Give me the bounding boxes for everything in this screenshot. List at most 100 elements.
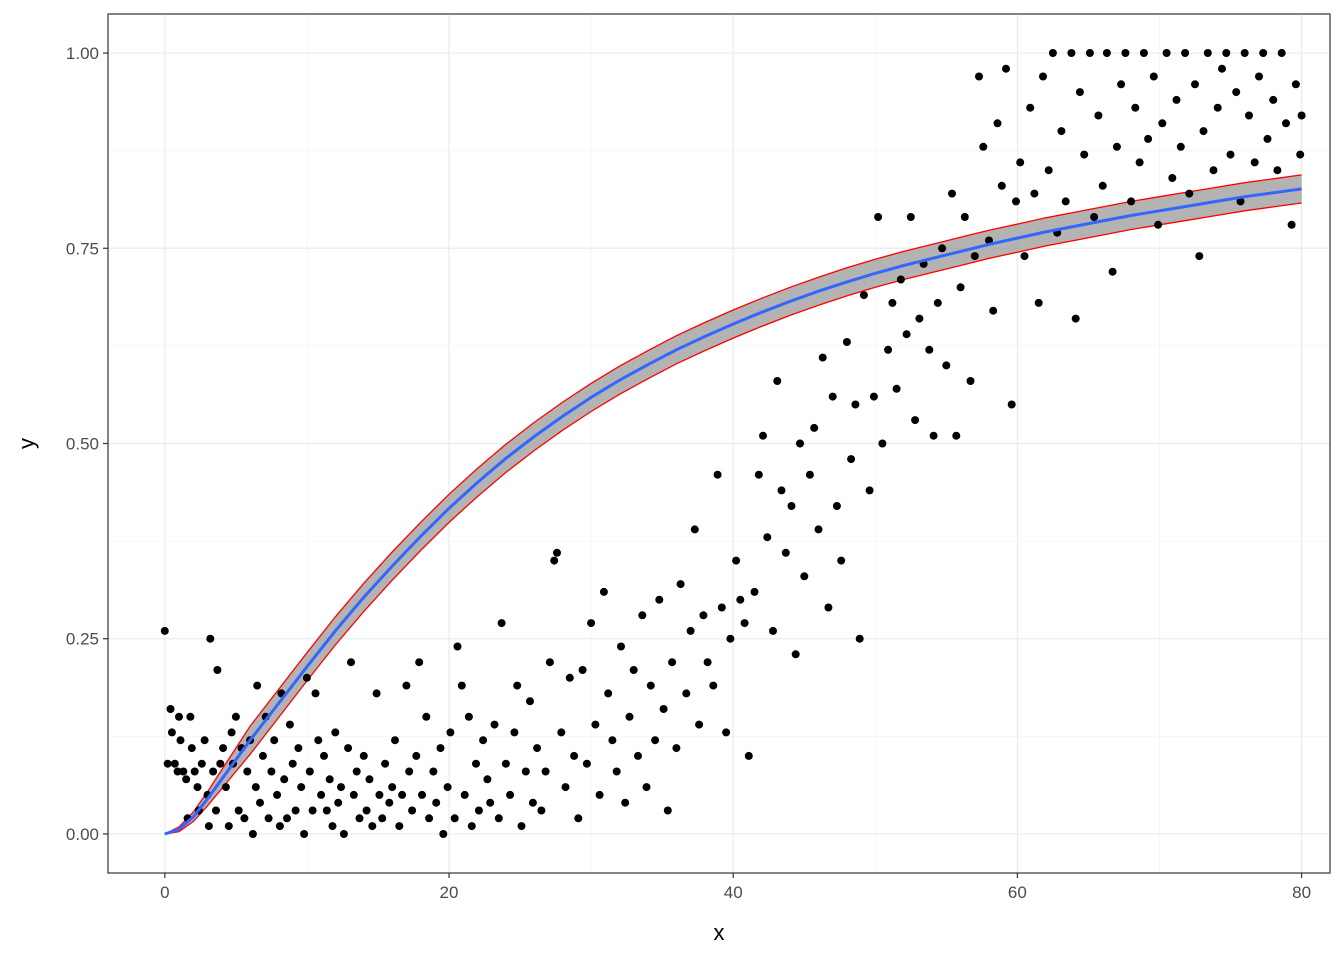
- data-point: [713, 470, 722, 479]
- data-point: [1287, 220, 1296, 229]
- data-point: [915, 314, 924, 323]
- data-point: [1245, 111, 1253, 120]
- data-point: [344, 744, 353, 753]
- data-point: [952, 431, 961, 440]
- data-point: [612, 767, 621, 776]
- x-axis-ticks: 0 20 40 60 80: [160, 873, 1311, 902]
- data-point: [501, 759, 510, 768]
- data-point: [1020, 252, 1029, 261]
- data-point: [206, 634, 215, 643]
- data-point: [270, 736, 279, 745]
- data-point: [781, 548, 790, 557]
- data-point: [975, 72, 983, 81]
- data-point: [621, 798, 630, 807]
- data-point: [604, 689, 613, 698]
- data-point: [294, 744, 303, 753]
- data-point: [582, 759, 591, 768]
- data-point: [1127, 197, 1136, 206]
- data-point: [1144, 134, 1153, 143]
- data-point: [709, 681, 718, 690]
- y-tick-label: 0.50: [66, 435, 99, 454]
- data-point: [888, 298, 897, 307]
- data-point: [814, 525, 823, 534]
- data-point: [1185, 189, 1194, 198]
- data-point: [682, 689, 691, 698]
- data-point: [425, 814, 434, 823]
- data-point: [219, 744, 228, 753]
- data-point: [337, 783, 345, 792]
- data-point: [1269, 95, 1278, 104]
- data-point: [796, 439, 804, 448]
- y-axis-ticks: 0.00 0.25 0.50 0.75 1.00: [66, 44, 108, 844]
- data-point: [418, 790, 426, 799]
- data-point: [1080, 150, 1089, 159]
- data-point: [173, 767, 182, 776]
- data-point: [638, 611, 647, 620]
- data-point: [240, 814, 249, 823]
- data-point: [1154, 220, 1163, 229]
- data-point: [526, 697, 534, 706]
- data-point: [655, 595, 664, 604]
- data-point: [744, 751, 753, 760]
- data-point: [740, 619, 749, 628]
- data-point: [659, 705, 668, 713]
- data-point: [1162, 49, 1171, 57]
- data-point: [595, 790, 604, 799]
- data-point: [989, 306, 998, 315]
- data-point: [884, 345, 893, 354]
- data-point: [1048, 49, 1057, 57]
- data-point: [1199, 127, 1208, 136]
- data-point: [824, 603, 833, 612]
- data-point: [1209, 166, 1218, 175]
- data-point: [896, 275, 905, 284]
- data-point: [464, 712, 473, 721]
- data-point: [1203, 49, 1212, 57]
- data-point: [302, 673, 311, 682]
- data-point: [699, 611, 708, 620]
- data-point: [1296, 150, 1305, 159]
- data-point: [1250, 158, 1259, 167]
- data-point: [365, 775, 374, 784]
- data-point: [1057, 127, 1066, 136]
- data-point: [663, 806, 672, 815]
- data-point: [925, 345, 934, 354]
- ribbon-lower-edge: [164, 202, 1302, 835]
- data-point: [970, 252, 979, 261]
- data-point: [264, 814, 273, 823]
- data-point: [253, 681, 262, 690]
- data-point: [359, 751, 368, 760]
- data-point: [408, 806, 417, 815]
- y-tick-label: 1.00: [66, 44, 99, 63]
- data-point: [960, 213, 969, 221]
- data-point: [432, 798, 441, 807]
- data-point: [472, 759, 480, 768]
- data-point: [851, 400, 860, 409]
- data-point: [322, 806, 331, 815]
- data-point: [1098, 181, 1107, 190]
- data-point: [979, 142, 988, 151]
- data-point: [227, 728, 236, 737]
- data-point: [398, 790, 407, 799]
- data-point: [1016, 158, 1025, 167]
- data-point: [1297, 111, 1306, 120]
- data-point: [1007, 400, 1016, 409]
- data-point: [372, 689, 381, 698]
- data-point: [591, 720, 600, 729]
- data-point: [216, 759, 225, 768]
- major-gridlines: [108, 14, 1330, 873]
- x-tick-label: 60: [1008, 883, 1027, 902]
- data-point: [166, 705, 175, 713]
- data-point: [545, 658, 554, 667]
- data-point: [275, 822, 284, 831]
- data-point: [160, 626, 169, 635]
- data-point: [395, 822, 404, 831]
- data-point: [517, 822, 526, 831]
- data-point: [791, 650, 800, 659]
- data-point: [187, 744, 196, 753]
- data-point: [521, 767, 530, 776]
- data-point: [267, 767, 276, 776]
- data-point: [800, 572, 809, 581]
- data-point: [736, 595, 745, 604]
- data-point: [966, 377, 975, 385]
